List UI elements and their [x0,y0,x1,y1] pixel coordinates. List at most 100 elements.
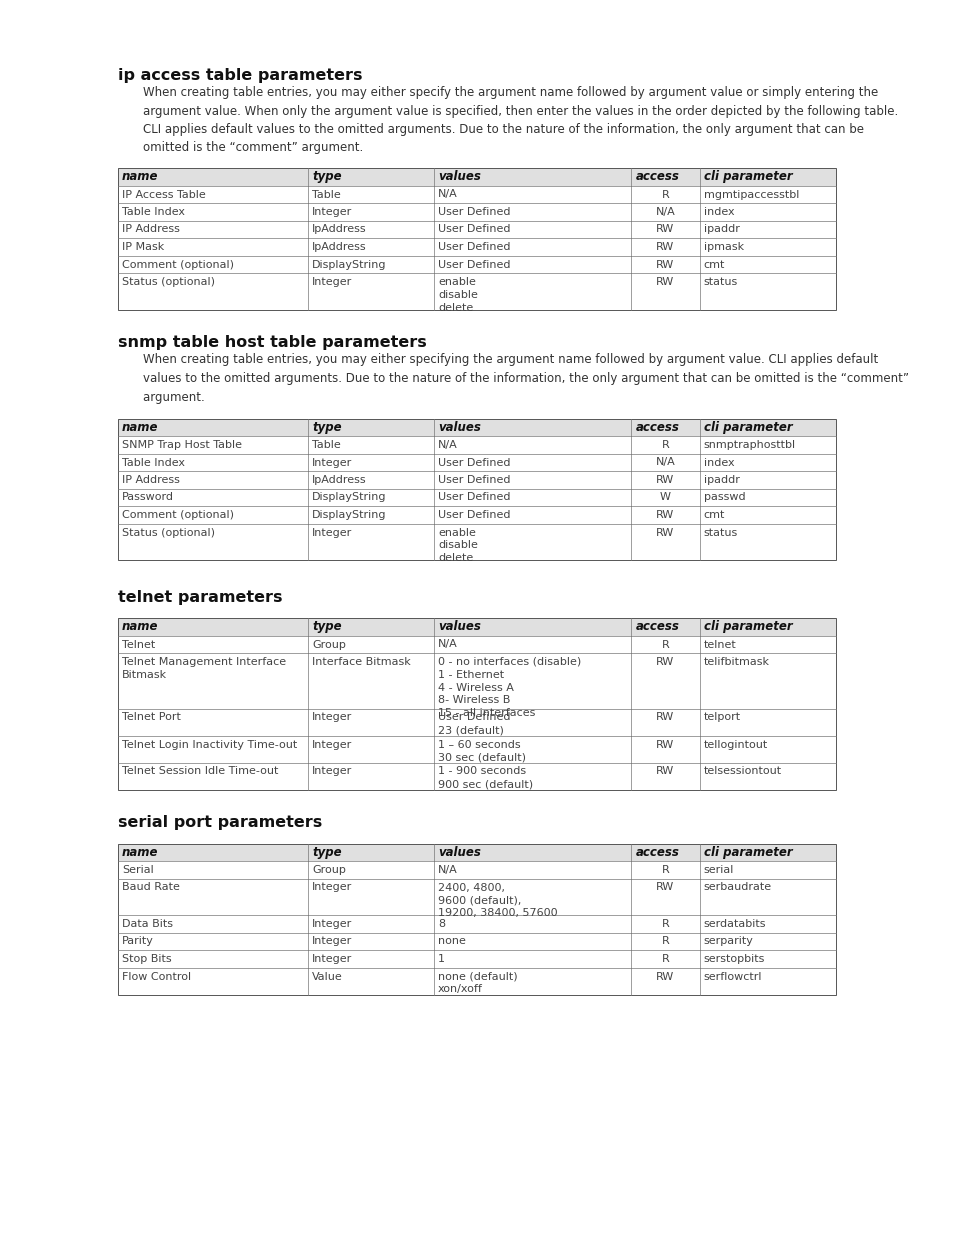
Bar [118,185,835,203]
Text: DisplayString: DisplayString [312,510,386,520]
Bar [118,736,835,762]
Text: access: access [635,421,679,433]
Text: values: values [437,846,480,858]
Text: snmptraphosttbl: snmptraphosttbl [703,440,795,450]
Text: Data Bits: Data Bits [122,919,172,929]
Text: Group: Group [312,864,346,876]
Bar [118,762,835,789]
Bar [118,273,835,310]
Text: cmt: cmt [703,259,724,269]
Text: telifbitmask: telifbitmask [703,657,769,667]
Text: index: index [703,207,734,217]
Text: name: name [122,620,158,634]
Text: name: name [122,846,158,858]
Text: Comment (optional): Comment (optional) [122,259,233,269]
Text: cmt: cmt [703,510,724,520]
Bar [118,653,835,709]
Bar [118,915,835,932]
Bar [118,932,835,950]
Bar [118,168,835,310]
Text: telnet: telnet [703,640,736,650]
Text: DisplayString: DisplayString [312,493,386,503]
Text: User Defined: User Defined [437,242,510,252]
Text: access: access [635,846,679,858]
Text: 0 - no interfaces (disable)
1 - Ethernet
4 - Wireless A
8- Wireless B
15 - all i: 0 - no interfaces (disable) 1 - Ethernet… [437,657,580,719]
Text: User Defined: User Defined [437,225,510,235]
Text: serparity: serparity [703,936,753,946]
Text: User Defined: User Defined [437,457,510,468]
Text: Integer: Integer [312,919,353,929]
Text: serial port parameters: serial port parameters [118,815,322,830]
Text: RW: RW [656,527,674,537]
Bar [118,861,835,878]
Text: RW: RW [656,225,674,235]
Text: N/A: N/A [655,457,675,468]
Text: RW: RW [656,883,674,893]
Text: Telnet: Telnet [122,640,155,650]
Text: RW: RW [656,510,674,520]
Bar [118,636,835,653]
Text: 1: 1 [437,953,444,965]
Text: index: index [703,457,734,468]
Text: User Defined: User Defined [437,493,510,503]
Text: IP Address: IP Address [122,475,180,485]
Text: serstopbits: serstopbits [703,953,764,965]
Text: User Defined: User Defined [437,475,510,485]
Text: Integer: Integer [312,207,353,217]
Text: User Defined: User Defined [437,259,510,269]
Text: N/A: N/A [437,189,457,200]
Text: Status (optional): Status (optional) [122,527,214,537]
Text: R: R [661,189,669,200]
Text: When creating table entries, you may either specify the argument name followed b: When creating table entries, you may eit… [128,86,898,154]
Text: ipmask: ipmask [703,242,743,252]
Text: R: R [661,953,669,965]
Bar [118,436,835,453]
Text: Baud Rate: Baud Rate [122,883,180,893]
Text: 1 – 60 seconds
30 sec (default): 1 – 60 seconds 30 sec (default) [437,740,525,762]
Text: Flow Control: Flow Control [122,972,191,982]
Text: R: R [661,919,669,929]
Text: values: values [437,170,480,183]
Text: N/A: N/A [437,640,457,650]
Text: access: access [635,620,679,634]
Text: R: R [661,640,669,650]
Text: Table Index: Table Index [122,457,185,468]
Text: N/A: N/A [437,864,457,876]
Text: W: W [659,493,670,503]
Bar [118,950,835,967]
Text: serbaudrate: serbaudrate [703,883,771,893]
Text: telport: telport [703,713,740,722]
Text: Integer: Integer [312,953,353,965]
Text: Comment (optional): Comment (optional) [122,510,233,520]
Text: ipaddr: ipaddr [703,225,739,235]
Text: Value: Value [312,972,343,982]
Text: passwd: passwd [703,493,744,503]
Text: User Defined
23 (default): User Defined 23 (default) [437,713,510,735]
Text: Telnet Management Interface
Bitmask: Telnet Management Interface Bitmask [122,657,286,679]
Text: 8: 8 [437,919,445,929]
Text: none: none [437,936,465,946]
Text: enable
disable
delete: enable disable delete [437,527,477,563]
Text: Integer: Integer [312,713,353,722]
Text: N/A: N/A [437,440,457,450]
Text: none (default)
xon/xoff: none (default) xon/xoff [437,972,517,994]
Text: Serial: Serial [122,864,153,876]
Text: snmp table host table parameters: snmp table host table parameters [118,336,426,351]
Text: Telnet Session Idle Time-out: Telnet Session Idle Time-out [122,767,278,777]
Text: serial: serial [703,864,733,876]
Bar [118,168,835,185]
Text: ip access table parameters: ip access table parameters [118,68,362,83]
Text: RW: RW [656,475,674,485]
Text: User Defined: User Defined [437,510,510,520]
Text: IpAddress: IpAddress [312,242,367,252]
Text: DisplayString: DisplayString [312,259,386,269]
Text: cli parameter: cli parameter [703,421,791,433]
Text: Integer: Integer [312,883,353,893]
Text: Status (optional): Status (optional) [122,277,214,287]
Text: Group: Group [312,640,346,650]
Text: IpAddress: IpAddress [312,475,367,485]
Text: status: status [703,277,737,287]
Text: 2400, 4800,
9600 (default),
19200, 38400, 57600: 2400, 4800, 9600 (default), 19200, 38400… [437,883,557,918]
Text: Interface Bitmask: Interface Bitmask [312,657,411,667]
Text: telsessiontout: telsessiontout [703,767,781,777]
